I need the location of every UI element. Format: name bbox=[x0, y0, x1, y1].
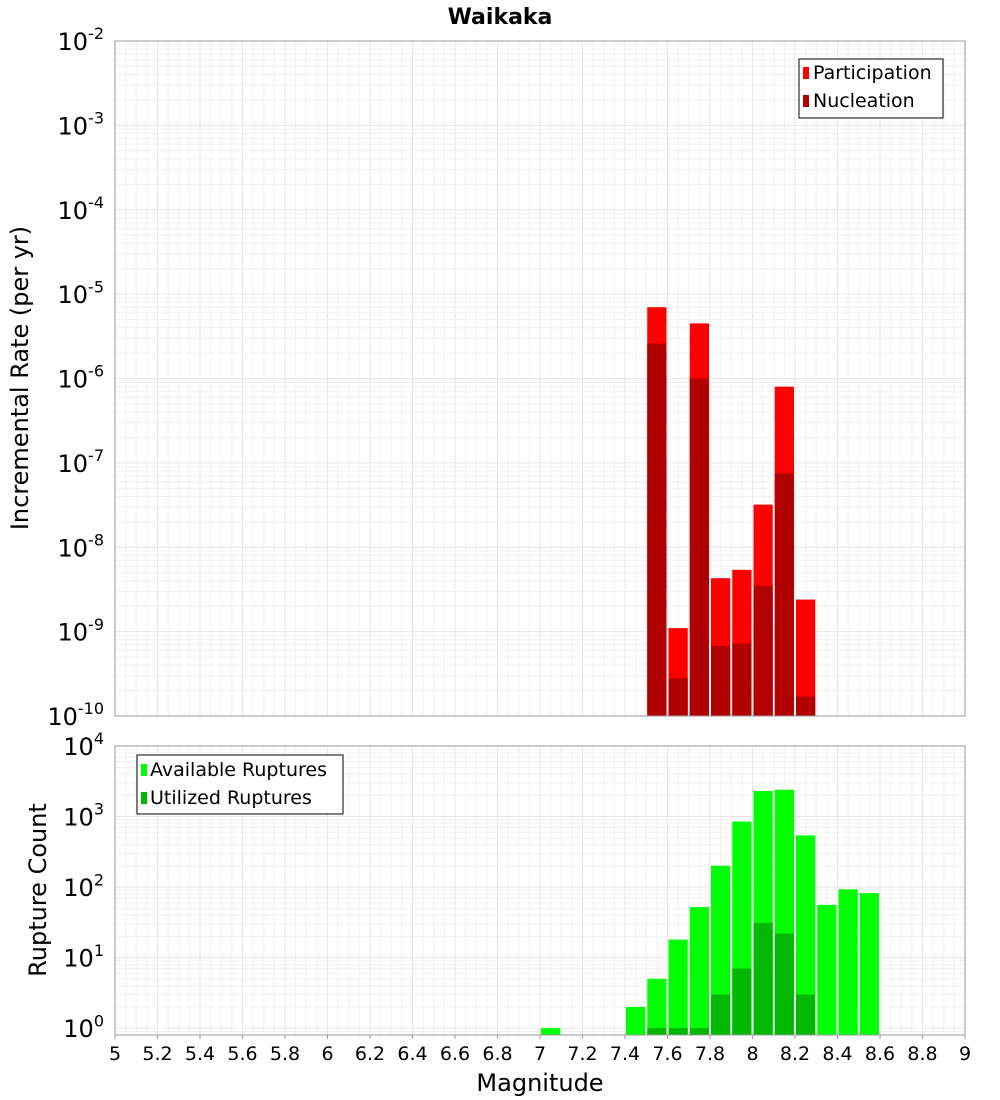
x-tick-label-9: 6.8 bbox=[482, 1043, 512, 1065]
x-tick-label-13: 7.6 bbox=[652, 1043, 682, 1065]
bar-utilized-9 bbox=[796, 994, 816, 1035]
x-tick-label-20: 9 bbox=[959, 1043, 971, 1065]
legend-label-participation: Participation bbox=[813, 62, 932, 84]
bar-available-0 bbox=[541, 1028, 561, 1035]
x-tick-label-12: 7.4 bbox=[610, 1043, 640, 1065]
bar-available-11 bbox=[838, 889, 858, 1035]
bar-nucleation-6 bbox=[774, 473, 794, 716]
x-tick-label-18: 8.6 bbox=[865, 1043, 895, 1065]
bar-utilized-4 bbox=[689, 1028, 709, 1035]
x-tick-label-0: 5 bbox=[109, 1043, 121, 1065]
top-legend-box bbox=[798, 58, 944, 119]
bar-available-10 bbox=[817, 904, 837, 1035]
bottom-y-tick-label-3: 101 bbox=[63, 941, 104, 973]
legend-label-utilized-ruptures: Utilized Ruptures bbox=[150, 787, 312, 809]
bar-utilized-5 bbox=[711, 994, 731, 1035]
x-axis-label: Magnitude bbox=[476, 1069, 603, 1097]
bottom-y-axis-ticks: 104 103 102 101 100 bbox=[63, 729, 104, 1043]
top-y-axis-label: Incremental Rate (per yr) bbox=[6, 226, 34, 530]
bottom-legend-box bbox=[136, 754, 344, 815]
bottom-legend: Available Ruptures Utilized Ruptures bbox=[136, 754, 344, 815]
bar-available-2 bbox=[647, 978, 667, 1035]
x-tick-label-14: 7.8 bbox=[695, 1043, 725, 1065]
bar-available-5 bbox=[711, 865, 731, 1035]
x-tick-label-1: 5.2 bbox=[142, 1043, 172, 1065]
top-y-tick-label-2: 10-4 bbox=[58, 193, 105, 225]
x-tick-label-6: 6.2 bbox=[355, 1043, 385, 1065]
bar-utilized-3 bbox=[668, 1028, 688, 1035]
x-tick-label-4: 5.8 bbox=[270, 1043, 300, 1065]
x-tick-label-17: 8.4 bbox=[822, 1043, 852, 1065]
bar-available-3 bbox=[668, 939, 688, 1035]
top-plot-border bbox=[114, 40, 966, 717]
bottom-y-tick-label-1: 103 bbox=[63, 800, 104, 832]
bar-nucleation-2 bbox=[689, 378, 709, 716]
bar-available-12 bbox=[859, 893, 879, 1035]
bottom-bars bbox=[541, 789, 879, 1035]
top-bars bbox=[647, 307, 816, 716]
top-grid bbox=[114, 40, 966, 717]
legend-swatch-available-ruptures bbox=[141, 764, 147, 776]
chart-title: Waikaka bbox=[448, 5, 553, 30]
legend-label-available-ruptures: Available Ruptures bbox=[150, 759, 327, 781]
top-y-tick-label-8: 10-10 bbox=[47, 699, 104, 731]
x-tick-label-5: 6 bbox=[321, 1043, 333, 1065]
x-tick-label-19: 8.8 bbox=[907, 1043, 937, 1065]
bottom-y-tick-label-0: 104 bbox=[63, 729, 104, 761]
bottom-y-tick-label-2: 102 bbox=[63, 870, 104, 902]
bar-available-1 bbox=[626, 1006, 646, 1035]
x-tick-label-16: 8.2 bbox=[780, 1043, 810, 1065]
bottom-y-tick-label-4: 100 bbox=[63, 1011, 104, 1043]
bar-available-4 bbox=[689, 907, 709, 1035]
bar-participation-7 bbox=[796, 599, 816, 716]
top-y-tick-label-1: 10-3 bbox=[58, 109, 105, 141]
legend-label-nucleation: Nucleation bbox=[813, 90, 915, 112]
top-y-tick-label-5: 10-7 bbox=[58, 446, 105, 478]
bottom-panel: 104 103 102 101 100 Rupture Count Available … bbox=[24, 729, 966, 1043]
x-tick-label-15: 8 bbox=[746, 1043, 758, 1065]
bottom-y-axis-label: Rupture Count bbox=[24, 803, 52, 977]
bar-utilized-2 bbox=[647, 1028, 667, 1035]
legend-swatch-nucleation bbox=[803, 95, 809, 107]
bar-nucleation-3 bbox=[711, 645, 731, 716]
top-y-tick-label-6: 10-8 bbox=[58, 530, 105, 562]
top-y-tick-label-0: 10-2 bbox=[58, 24, 105, 56]
x-tick-label-2: 5.4 bbox=[185, 1043, 215, 1065]
bar-nucleation-0 bbox=[647, 343, 667, 716]
bar-available-9 bbox=[796, 835, 816, 1035]
x-tick-label-7: 6.4 bbox=[397, 1043, 427, 1065]
top-y-tick-label-3: 10-5 bbox=[58, 277, 105, 309]
x-axis-ticks: 5 5.2 5.4 5.6 5.8 6 6.2 6.4 6.6 6.8 7 7.2 7.4 7.6 7.8 8… bbox=[109, 1035, 971, 1065]
x-tick-label-8: 6.6 bbox=[440, 1043, 470, 1065]
bar-utilized-8 bbox=[774, 933, 794, 1035]
top-y-axis-ticks: 10-2 10-3 10-4 10-5 10-6 10-7 10-8 10-9 10-10 bbox=[47, 24, 104, 731]
bar-utilized-7 bbox=[753, 922, 773, 1035]
bar-nucleation-7 bbox=[796, 696, 816, 716]
x-tick-label-11: 7.2 bbox=[567, 1043, 597, 1065]
legend-swatch-utilized-ruptures bbox=[141, 792, 147, 804]
top-y-tick-label-4: 10-6 bbox=[58, 362, 105, 394]
x-tick-label-3: 5.6 bbox=[227, 1043, 257, 1065]
bar-utilized-6 bbox=[732, 968, 752, 1035]
legend-swatch-participation bbox=[803, 67, 809, 79]
top-panel: 10-2 10-3 10-4 10-5 10-6 10-7 10-8 10-9 10-10 In… bbox=[6, 24, 966, 731]
bar-nucleation-5 bbox=[753, 585, 773, 716]
top-legend: Participation Nucleation bbox=[798, 58, 944, 119]
top-y-tick-label-7: 10-9 bbox=[58, 615, 105, 647]
bar-nucleation-1 bbox=[668, 678, 688, 716]
bar-nucleation-4 bbox=[732, 643, 752, 716]
x-tick-label-10: 7 bbox=[534, 1043, 546, 1065]
